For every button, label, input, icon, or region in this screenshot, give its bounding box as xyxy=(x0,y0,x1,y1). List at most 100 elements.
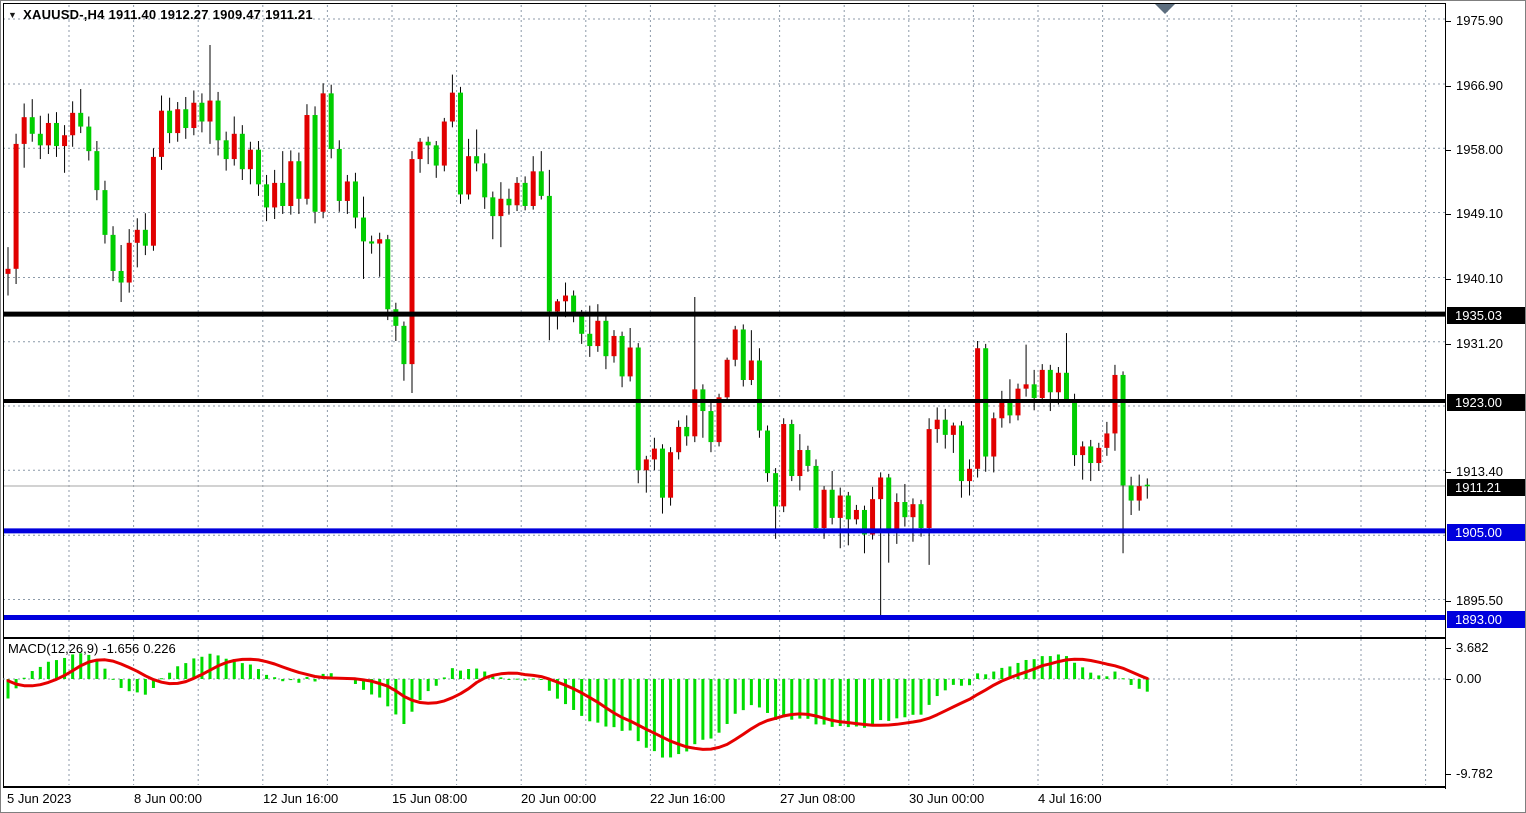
macd-histogram-bar xyxy=(450,668,454,679)
candle-body xyxy=(118,270,124,283)
macd-histogram-bar xyxy=(1137,679,1141,689)
price-axis[interactable]: 1975.90 1966.90 1958.00 1949.10 1940.10 1935.… xyxy=(1445,3,1525,789)
macd-histogram-bar xyxy=(984,674,988,679)
axis-tick xyxy=(1446,150,1451,152)
candle-body xyxy=(748,360,754,380)
axis-separator xyxy=(3,786,1445,788)
main-price-chart[interactable] xyxy=(3,3,1445,637)
macd-histogram-bar xyxy=(1064,656,1068,679)
macd-histogram-bar xyxy=(685,679,689,752)
price-axis-label: 1913.40 xyxy=(1446,464,1525,480)
candle-body xyxy=(78,112,84,127)
candle-body xyxy=(1007,401,1013,416)
macd-histogram-bar xyxy=(717,679,721,733)
macd-histogram-bar xyxy=(394,679,398,715)
candle-body xyxy=(571,295,577,316)
high-value: 1912.27 xyxy=(160,7,209,22)
macd-histogram-bar xyxy=(757,679,761,708)
candle-body xyxy=(352,181,358,218)
candle-body xyxy=(272,182,278,208)
candle-body xyxy=(21,117,27,144)
candle-body xyxy=(425,141,431,146)
candle-body xyxy=(102,190,108,235)
macd-histogram-bar xyxy=(1097,675,1101,679)
candle-body xyxy=(231,133,237,160)
candle-body xyxy=(522,182,528,206)
macd-histogram-bar xyxy=(588,679,592,722)
macd-histogram-bar xyxy=(523,679,527,681)
macd-histogram-bar xyxy=(564,679,568,705)
macd-histogram-bar xyxy=(741,679,745,711)
macd-histogram-bar xyxy=(160,678,164,680)
macd-histogram-bar xyxy=(95,660,99,679)
macd-histogram-bar xyxy=(297,679,301,683)
macd-histogram-bar xyxy=(968,679,972,686)
candle-body xyxy=(183,109,189,129)
panel-separator[interactable] xyxy=(3,637,1445,639)
candle-body xyxy=(627,347,633,377)
candle-body xyxy=(942,419,948,435)
macd-histogram-bar xyxy=(669,679,673,758)
time-axis[interactable]: 5 Jun 2023 8 Jun 00:00 12 Jun 16:00 15 Jun … xyxy=(3,789,1445,811)
candle-body xyxy=(765,430,771,474)
candle-body xyxy=(821,489,827,529)
low-value: 1909.47 xyxy=(212,7,262,22)
candle-body xyxy=(999,401,1005,419)
macd-histogram-bar xyxy=(87,654,91,679)
candle-body xyxy=(1136,486,1142,501)
macd-histogram-bar xyxy=(418,679,422,701)
candle-body xyxy=(676,426,682,453)
macd-histogram-bar xyxy=(636,679,640,742)
macd-histogram-bar xyxy=(572,679,576,710)
macd-signal-value: 0.226 xyxy=(143,641,176,656)
candle-body xyxy=(732,329,738,360)
candle-body xyxy=(142,229,148,246)
macd-histogram-bar xyxy=(854,679,858,727)
candle-body xyxy=(377,239,383,244)
candle-body xyxy=(991,418,997,457)
candle-body xyxy=(716,397,722,443)
candle-body xyxy=(53,122,59,147)
candle-body xyxy=(910,504,916,518)
macd-histogram-bar xyxy=(1145,679,1149,692)
candle-body xyxy=(247,149,253,170)
candle-body xyxy=(1063,372,1069,401)
axis-tick xyxy=(1446,774,1451,775)
symbol-header: ▼ XAUUSD-,H4 1911.40 1912.27 1909.47 1911.21 xyxy=(8,7,317,22)
chart-shift-marker-icon[interactable] xyxy=(1155,4,1175,14)
candle-body xyxy=(1112,374,1118,434)
time-axis-label: 8 Jun 00:00 xyxy=(134,791,202,806)
candle-body xyxy=(902,502,908,518)
candle-body xyxy=(207,100,213,122)
macd-panel[interactable] xyxy=(3,639,1445,787)
macd-histogram-bar xyxy=(1089,672,1093,679)
macd-histogram-bar xyxy=(919,679,923,715)
macd-histogram-bar xyxy=(135,679,139,693)
candle-body xyxy=(191,102,197,129)
macd-histogram-bar xyxy=(531,678,535,680)
candle-body xyxy=(659,448,665,498)
candle-body xyxy=(1080,446,1086,456)
macd-histogram-bar xyxy=(1016,662,1020,679)
macd-histogram-bar xyxy=(38,666,42,679)
candle-body xyxy=(773,473,779,507)
price-level-badge: 1935.03 xyxy=(1447,307,1525,325)
macd-histogram-bar xyxy=(353,679,357,684)
candle-body xyxy=(457,92,463,195)
macd-histogram-bar xyxy=(111,678,115,680)
symbol-dropdown-icon[interactable]: ▼ xyxy=(8,10,18,20)
candle-body xyxy=(1039,369,1045,399)
macd-histogram-bar xyxy=(677,679,681,755)
candle-body xyxy=(37,133,43,146)
candle-body xyxy=(651,448,657,460)
candle-body xyxy=(740,329,746,380)
macd-histogram-bar xyxy=(143,679,147,695)
time-axis-label: 22 Jun 16:00 xyxy=(650,791,726,806)
macd-histogram-bar xyxy=(612,679,616,728)
macd-histogram-bar xyxy=(240,663,244,679)
axis-tick xyxy=(1446,601,1451,603)
candle-body xyxy=(344,181,350,201)
candle-body xyxy=(692,389,698,437)
macd-histogram-bar xyxy=(313,679,317,682)
time-axis-label: 5 Jun 2023 xyxy=(7,791,72,806)
